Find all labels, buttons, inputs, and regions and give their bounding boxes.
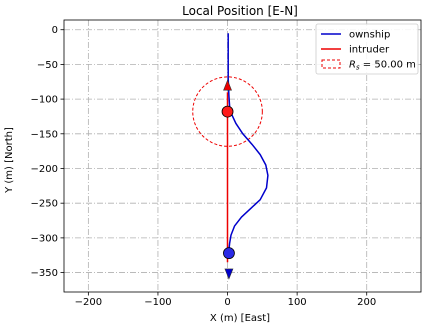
y-tick-label: −50 xyxy=(37,60,58,71)
ownship-heading-arrow xyxy=(224,268,234,280)
y-tick-label: −350 xyxy=(31,268,58,279)
y-tick-label: −250 xyxy=(31,199,58,210)
legend: ownship intruder Rs = 50.00 m xyxy=(315,23,419,75)
y-tick-label: −100 xyxy=(31,95,58,106)
x-tick-label: 0 xyxy=(224,297,230,308)
axis-ticks: −200 −100 0 100 200 0 −50 −100 −150 −200 −250 −300 −… xyxy=(31,25,377,308)
chart-title: Local Position [E-N] xyxy=(182,4,298,18)
plot-frame xyxy=(63,19,422,293)
intruder-position-marker xyxy=(221,105,234,118)
y-tick-label: −150 xyxy=(31,129,58,140)
x-tick-label: −100 xyxy=(144,297,171,308)
x-tick-label: −200 xyxy=(75,297,102,308)
legend-label-intruder: intruder xyxy=(349,45,390,56)
plot-area xyxy=(192,33,269,280)
y-tick-label: −300 xyxy=(31,233,58,244)
y-tick-label: 0 xyxy=(52,25,58,36)
x-axis-label: X (m) [East] xyxy=(210,313,270,324)
x-tick-label: 200 xyxy=(357,297,376,308)
x-tick-label: 100 xyxy=(288,297,307,308)
ownship-trajectory xyxy=(227,33,269,254)
ownship-position-marker xyxy=(223,247,235,260)
legend-swatch-circle xyxy=(321,59,341,69)
y-axis-label: Y (m) [North] xyxy=(4,127,15,194)
y-tick-label: −200 xyxy=(31,164,58,175)
legend-box xyxy=(315,23,419,75)
safety-radius-circle xyxy=(192,76,263,147)
intruder-heading-arrow xyxy=(223,79,232,91)
legend-label-ownship: ownship xyxy=(349,30,390,41)
legend-label-circle: Rs = 50.00 m xyxy=(349,60,416,72)
